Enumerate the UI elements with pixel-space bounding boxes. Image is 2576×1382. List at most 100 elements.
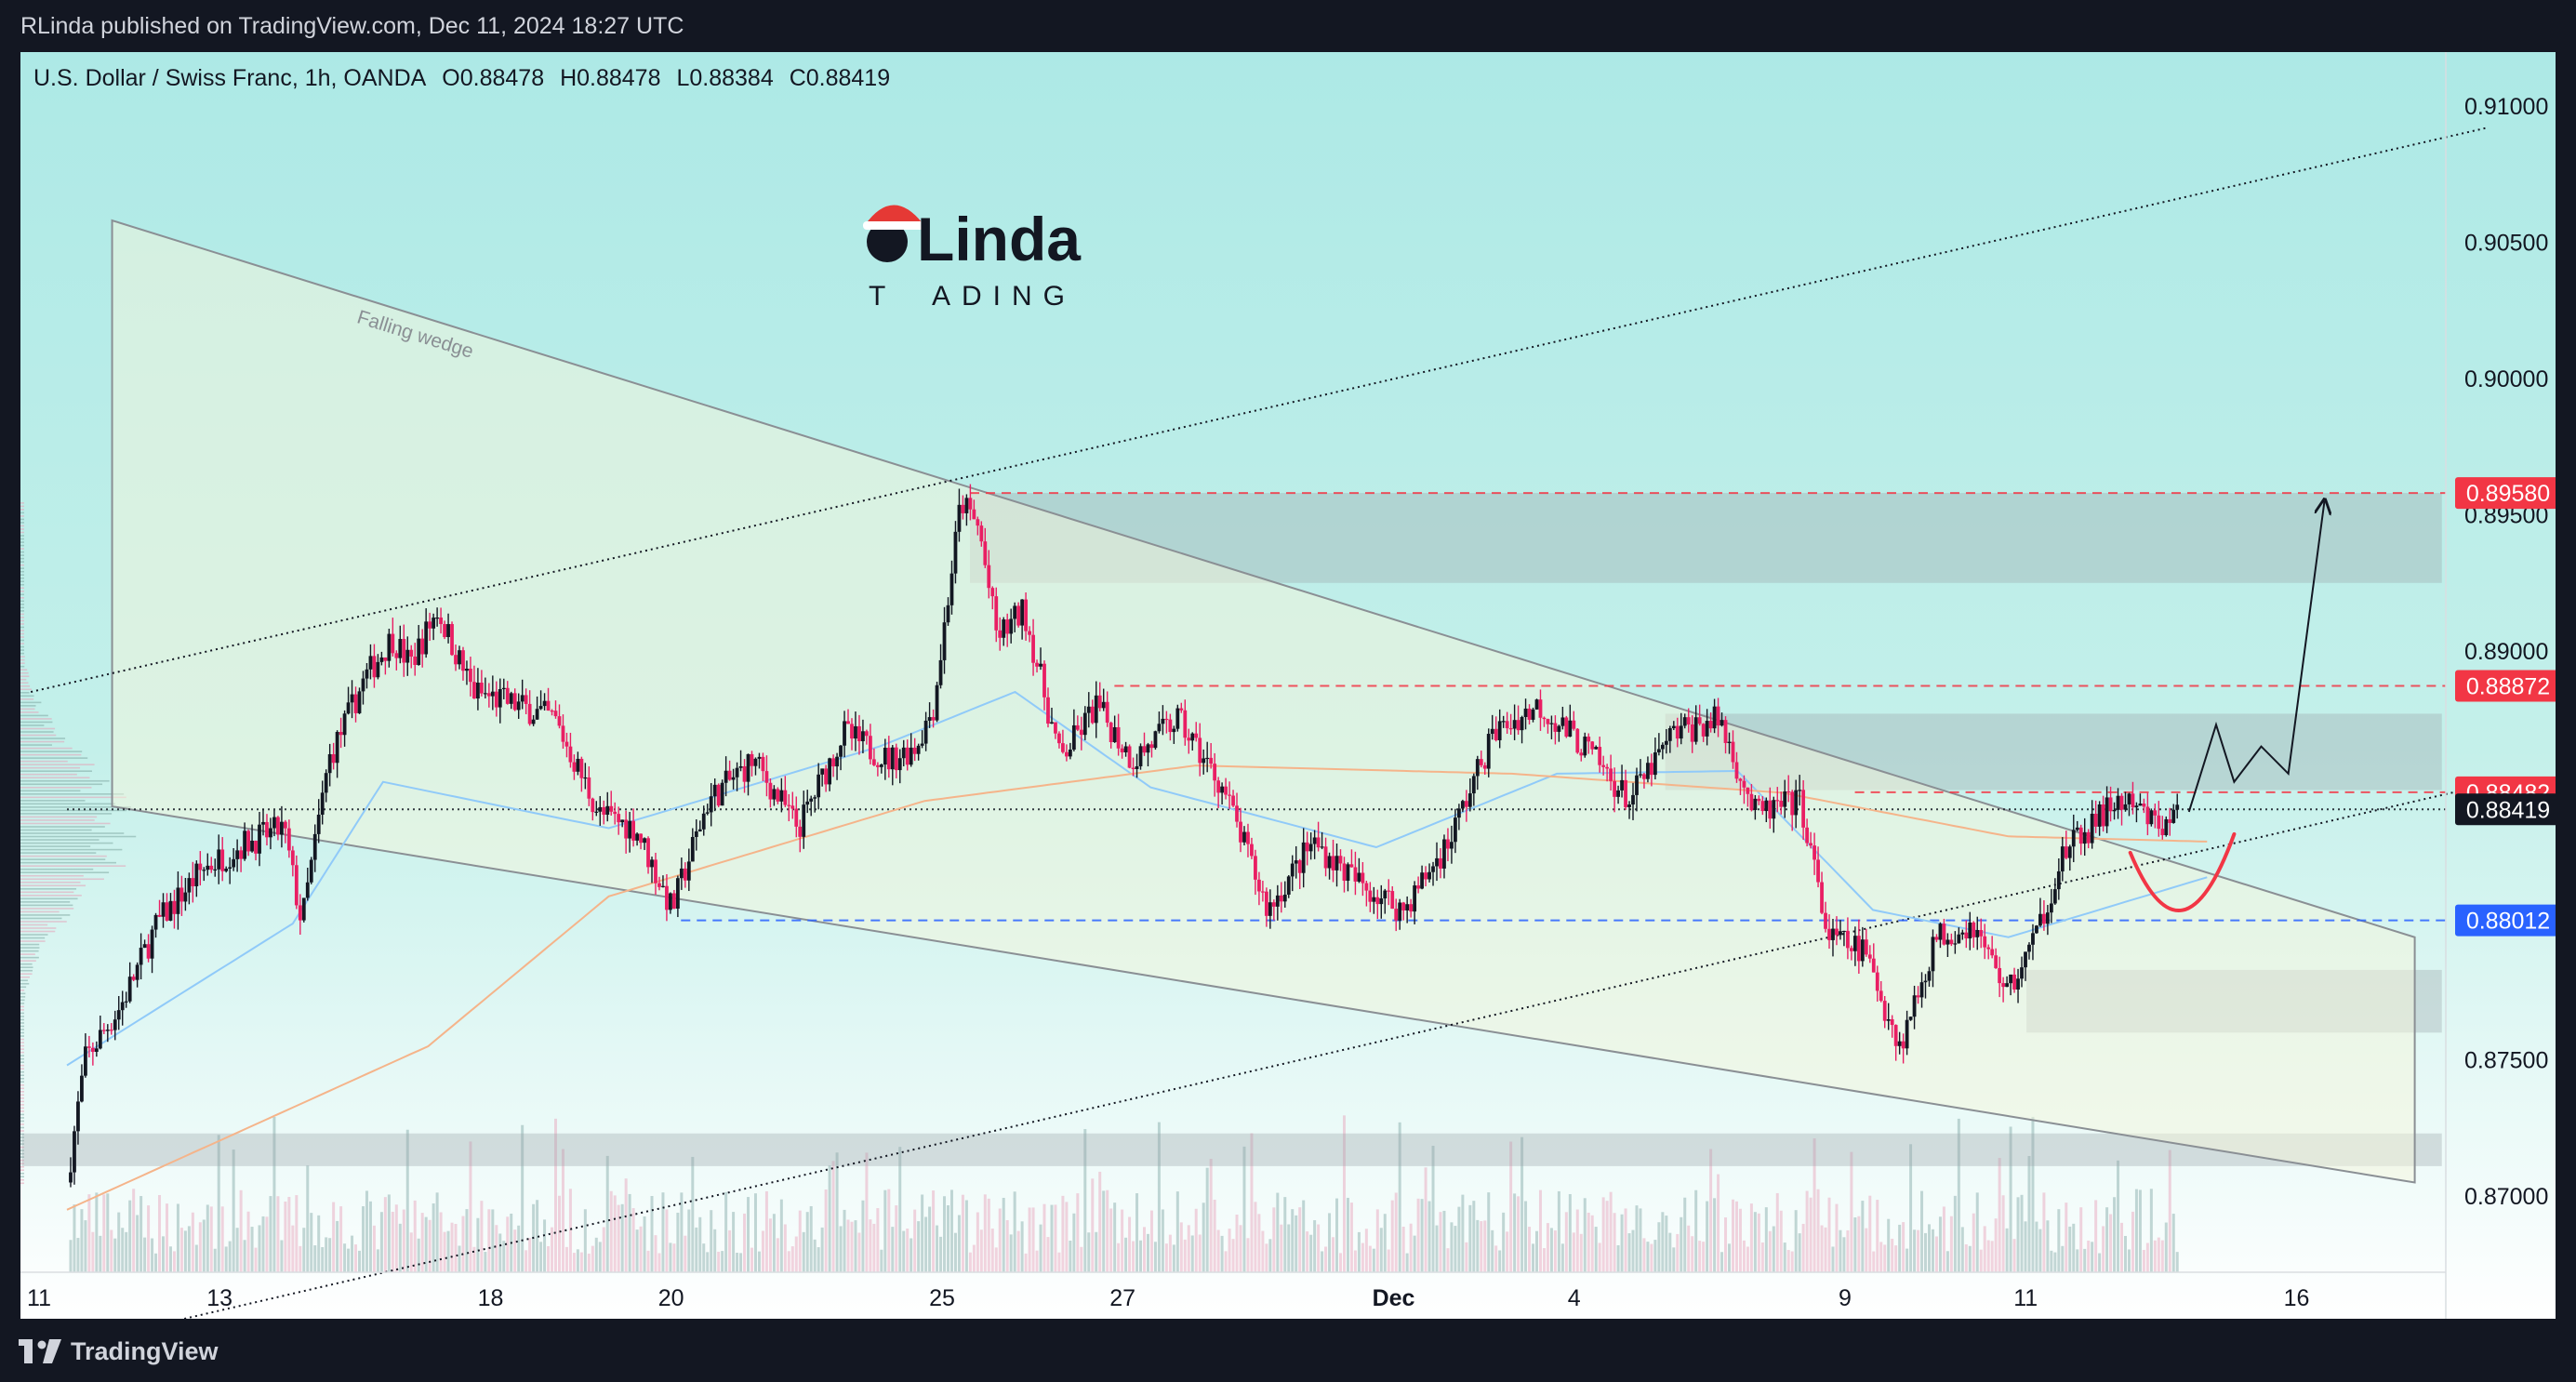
candle-body [1772, 800, 1776, 819]
candle-body [1135, 765, 1139, 769]
candle-body [1246, 831, 1250, 844]
candle-body [2160, 829, 2165, 836]
candle-body [243, 831, 246, 859]
volume-profile-bar [20, 671, 29, 674]
volume-bar [2050, 1250, 2053, 1272]
candle-body [1856, 936, 1861, 962]
candle-body [1753, 798, 1758, 811]
volume-bar [1298, 1207, 1302, 1272]
volume-bar [1506, 1231, 1509, 1272]
volume-bar [2083, 1248, 2087, 1272]
volume-bar [265, 1216, 269, 1272]
volume-bar [910, 1238, 913, 1272]
volume-profile-bar [20, 1136, 24, 1138]
candle-body [90, 1047, 95, 1052]
tradingview-brand[interactable]: TradingView [19, 1335, 219, 1367]
volume-profile-bar [20, 1022, 24, 1024]
volume-bar [972, 1244, 976, 1272]
candle-body [1964, 932, 1969, 939]
chart-area[interactable]: Falling wedge 0.91000 0.90500 0.90000 0.895… [20, 52, 2556, 1319]
candle-body [824, 768, 829, 785]
volume-profile-bar [20, 564, 24, 566]
volume-bar [1487, 1192, 1491, 1272]
volume-profile-bar [20, 829, 92, 831]
volume-bar [1368, 1245, 1372, 1272]
volume-bar [1435, 1225, 1439, 1272]
volume-profile-bar [20, 822, 111, 825]
volume-bar [1650, 1243, 1653, 1272]
candle-body [1398, 902, 1402, 921]
volume-bar [2160, 1240, 2164, 1272]
falling-wedge[interactable]: Falling wedge [111, 219, 2416, 1184]
volume-bar [1706, 1201, 1709, 1272]
volume-bar [2105, 1207, 2109, 1272]
volume-bar [628, 1193, 631, 1272]
candle-body [1213, 764, 1217, 781]
candle-body [1786, 791, 1791, 793]
candle-body [843, 721, 846, 746]
candle-body [368, 656, 373, 670]
volume-bar [95, 1192, 99, 1272]
candle-body [2171, 809, 2176, 823]
candle-body [598, 806, 603, 812]
volume-bar [1779, 1210, 1783, 1272]
candle-body [1542, 717, 1547, 720]
candle-body [998, 630, 1003, 638]
volume-profile-bar [20, 1009, 24, 1011]
candle-body [583, 777, 588, 779]
candle-body [1202, 758, 1206, 764]
time-tick-label: 13 [206, 1285, 232, 1311]
volume-profile-bar [20, 678, 27, 681]
volume-bar [839, 1226, 843, 1272]
volume-bar [1728, 1243, 1732, 1272]
volume-profile-bar [20, 577, 24, 579]
candle-body [672, 893, 676, 909]
candle-body [461, 650, 465, 671]
volume-bar [424, 1216, 428, 1272]
volume-bar [472, 1246, 476, 1272]
volume-bar [1242, 1146, 1246, 1272]
volume-bar [987, 1198, 990, 1272]
volume-bar [306, 1165, 310, 1272]
volume-profile-bar [20, 525, 24, 527]
candle-body [1190, 733, 1195, 741]
volume-profile-bar [20, 917, 62, 920]
volume-bar [1468, 1204, 1472, 1272]
volume-bar [1139, 1240, 1143, 1272]
candle-body [2075, 827, 2079, 831]
volume-bar [361, 1206, 365, 1272]
volume-bar [1313, 1220, 1317, 1272]
candle-body [2005, 983, 2009, 988]
volume-profile-bar [20, 515, 24, 517]
candle-body [1094, 695, 1098, 724]
volume-bar [1945, 1251, 1949, 1272]
volume-profile-bar [20, 604, 24, 605]
volume-bar [1390, 1200, 1394, 1272]
candle-body [697, 829, 702, 831]
volume-profile-bar [20, 587, 24, 590]
price-tick-label: 0.87000 [2464, 1184, 2548, 1210]
candle-body [1512, 720, 1517, 729]
candle-body [794, 808, 799, 827]
candle-body [2060, 846, 2065, 871]
volume-bar [613, 1195, 617, 1272]
candle-body [1734, 762, 1739, 779]
volume-profile-bar [20, 1068, 24, 1070]
volume-bar [102, 1194, 106, 1272]
candle-body [2056, 870, 2061, 890]
volume-bar [394, 1204, 398, 1272]
volume-bar [1357, 1231, 1361, 1272]
volume-bar [151, 1238, 154, 1272]
volume-profile-bar [20, 705, 36, 707]
candle-body [828, 758, 832, 785]
candle-body [916, 745, 921, 754]
candle-body [1664, 740, 1668, 745]
candle-body [224, 868, 229, 871]
candle-body [1953, 943, 1958, 945]
volume-bar [1879, 1242, 1883, 1272]
volume-bar [1964, 1243, 1968, 1272]
volume-bar [1020, 1221, 1024, 1272]
price-chart[interactable]: Falling wedge 0.910000.905000.900000.895… [20, 52, 2556, 1319]
volume-bar [917, 1221, 921, 1272]
volume-bar [1157, 1122, 1161, 1272]
